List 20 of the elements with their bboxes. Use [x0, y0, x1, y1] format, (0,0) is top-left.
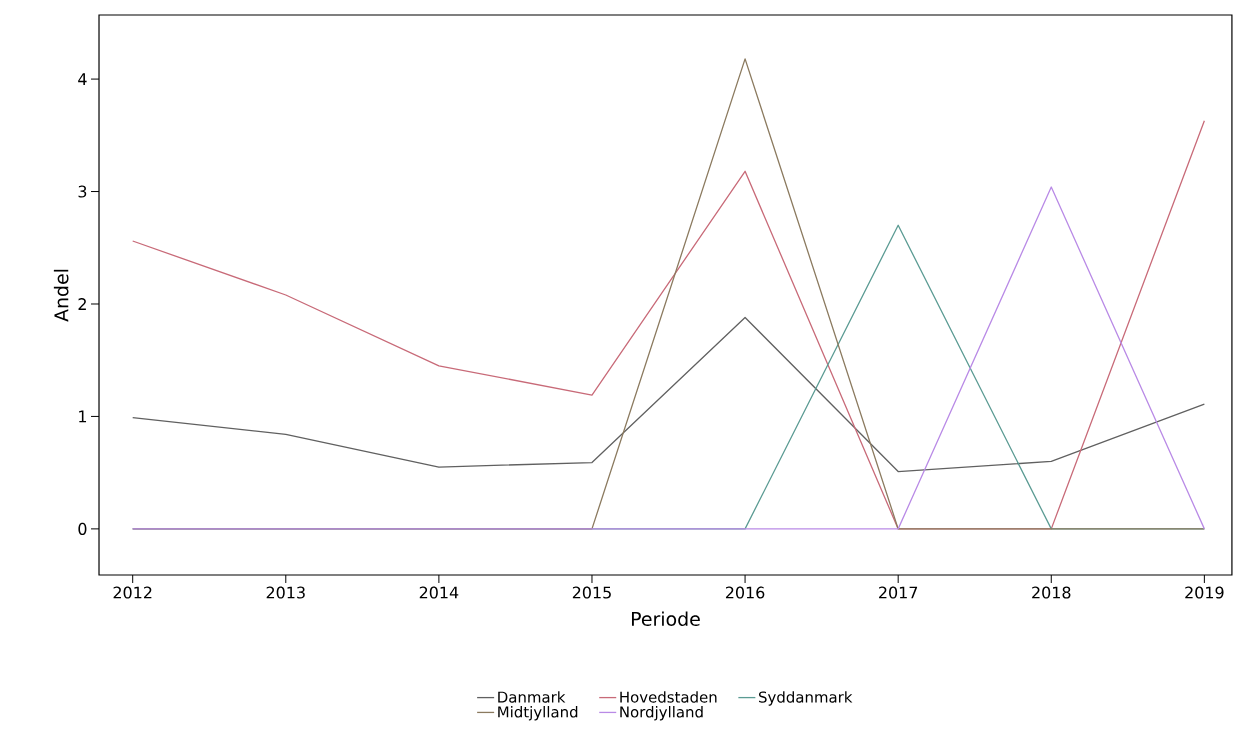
legend-label: Nordjylland [620, 706, 703, 721]
y-tick-label: 2 [78, 298, 86, 310]
y-tick-label: 0 [78, 522, 87, 535]
x-tick-label: 2017 [879, 586, 918, 599]
y-axis-title: Andel [53, 269, 69, 322]
legend-label: Midtjylland [498, 706, 578, 721]
legend-label: Hovedstaden [620, 691, 717, 703]
x-tick-label: 2013 [266, 586, 305, 599]
legend-label: Syddanmark [759, 691, 853, 706]
x-tick-label: 2016 [725, 586, 765, 599]
x-tick-label: 2014 [419, 586, 459, 599]
x-tick-label: 2015 [572, 586, 611, 599]
x-axis-title: Periode [631, 611, 700, 627]
x-tick-label: 2018 [1032, 586, 1071, 599]
legend-label: Danmark [498, 691, 566, 703]
y-tick-label: 3 [78, 185, 87, 198]
x-tick-label: 2019 [1185, 586, 1224, 599]
y-tick-label: 4 [78, 73, 87, 85]
x-tick-label: 2012 [113, 586, 152, 599]
y-tick-label: 1 [79, 410, 87, 423]
